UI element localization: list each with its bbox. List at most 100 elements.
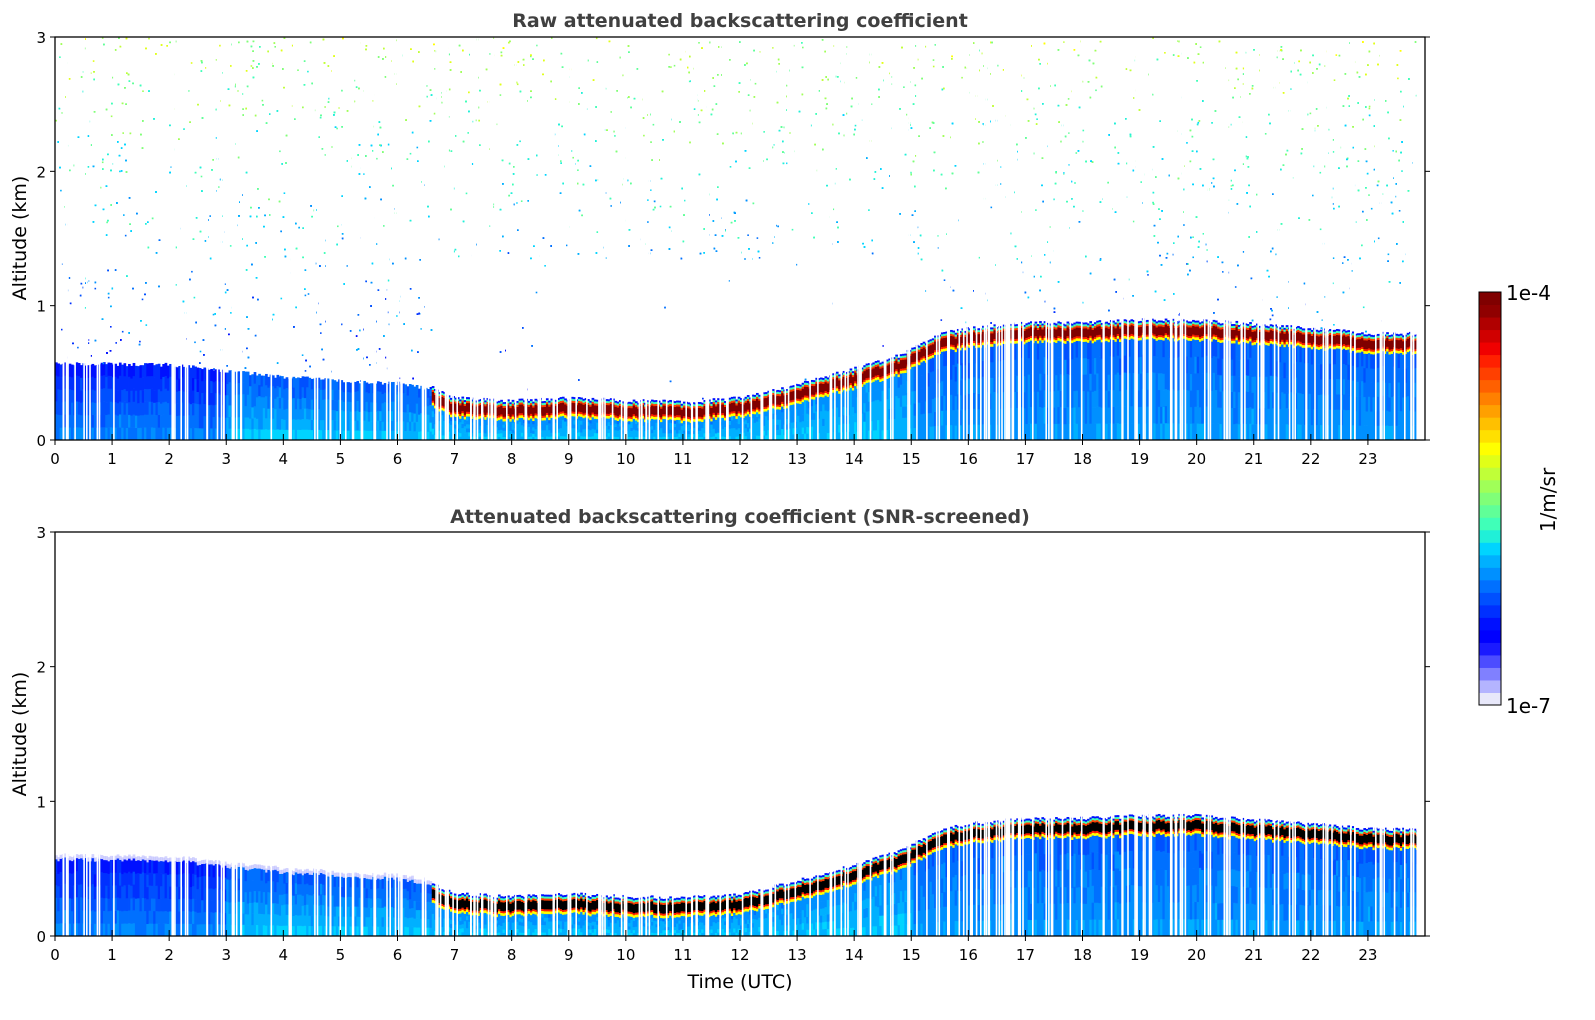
profile-column — [190, 858, 193, 936]
colorbar-swatch — [1479, 317, 1501, 330]
profile-column — [286, 868, 289, 936]
profile-column — [1096, 321, 1099, 441]
x-tick-label: 23 — [1358, 450, 1377, 468]
profile-column — [630, 897, 633, 936]
profile-column — [914, 347, 917, 440]
profile-column — [356, 381, 359, 440]
profile-column — [1201, 321, 1204, 440]
profile-column — [564, 398, 567, 440]
profile-column — [930, 835, 933, 936]
profile-column — [532, 402, 535, 441]
profile-column — [1192, 815, 1195, 936]
profile-column — [1037, 818, 1040, 936]
profile-column — [272, 375, 275, 440]
profile-column — [249, 375, 252, 440]
y-axis-label: Altitude (km) — [9, 176, 31, 301]
profile-column — [283, 379, 286, 441]
profile-column — [409, 384, 412, 440]
profile-column — [582, 895, 585, 936]
profile-column — [124, 363, 127, 440]
colorbar-swatch — [1479, 555, 1501, 568]
profile-column — [1391, 335, 1394, 441]
profile-column — [379, 382, 382, 440]
colorbar-swatch — [1479, 655, 1501, 668]
profile-column — [824, 376, 827, 440]
colorbar-swatch — [1479, 442, 1501, 455]
profile-column — [918, 346, 921, 441]
profile-column — [781, 884, 784, 937]
profile-column — [1386, 830, 1389, 936]
profile-column — [952, 331, 955, 441]
profile-column — [128, 855, 131, 937]
profile-column — [802, 878, 805, 937]
profile-column — [117, 854, 120, 936]
profile-column — [347, 382, 350, 440]
profile-column — [1391, 831, 1394, 936]
profile-column — [108, 363, 111, 441]
profile-column — [1190, 816, 1193, 936]
profile-column — [1085, 820, 1088, 936]
profile-column — [197, 861, 200, 936]
profile-column — [578, 895, 581, 937]
profile-column — [466, 893, 469, 937]
profile-column — [1361, 332, 1364, 440]
profile-column — [1231, 324, 1234, 440]
profile-column — [630, 402, 633, 440]
profile-column — [772, 389, 775, 440]
profile-column — [535, 399, 538, 441]
profile-column — [904, 354, 907, 441]
profile-column — [292, 871, 295, 936]
profile-column — [797, 881, 800, 937]
profile-column — [548, 895, 551, 937]
profile-column — [60, 364, 63, 440]
profile-column — [1215, 817, 1218, 936]
profile-column — [155, 856, 158, 936]
x-tick-label: 16 — [959, 450, 978, 468]
profile-column — [384, 383, 387, 440]
profile-column — [464, 894, 467, 936]
profile-column — [687, 897, 690, 936]
profile-column — [669, 896, 672, 936]
profile-column — [1071, 324, 1074, 441]
profile-column — [322, 870, 325, 936]
profile-column — [151, 856, 154, 936]
profile-column — [608, 897, 611, 936]
profile-column — [923, 342, 926, 441]
profile-column — [245, 866, 248, 937]
profile-column — [283, 869, 286, 937]
profile-column — [544, 895, 547, 937]
profile-column — [336, 873, 339, 937]
profile-column — [1105, 819, 1108, 936]
y-tick-label: 1 — [36, 298, 46, 316]
profile-column — [735, 399, 738, 440]
profile-column — [1311, 823, 1314, 936]
profile-column — [699, 896, 702, 936]
x-tick-label: 13 — [788, 450, 807, 468]
profile-column — [1370, 827, 1373, 936]
profile-column — [137, 366, 140, 440]
profile-column — [69, 856, 72, 936]
profile-column — [336, 382, 339, 441]
profile-column — [377, 875, 380, 937]
profile-column — [256, 376, 259, 441]
plot-area — [55, 532, 1425, 936]
profile-column — [295, 868, 298, 936]
profile-column — [1318, 825, 1321, 936]
profile-column — [320, 869, 323, 936]
x-tick-label: 0 — [50, 450, 60, 468]
colorbar-max-label: 1e-4 — [1506, 281, 1551, 305]
profile-column — [450, 892, 453, 936]
profile-column — [955, 825, 958, 936]
profile-column — [1336, 329, 1339, 440]
profile-column — [820, 378, 823, 441]
profile-column — [110, 856, 113, 936]
profile-column — [653, 898, 656, 936]
profile-column — [368, 384, 371, 441]
profile-column — [824, 873, 827, 936]
profile-column — [128, 364, 131, 440]
x-tick-label: 21 — [1244, 450, 1263, 468]
profile-column — [827, 873, 830, 936]
colorbar-swatch — [1479, 642, 1501, 655]
profile-column — [952, 828, 955, 936]
